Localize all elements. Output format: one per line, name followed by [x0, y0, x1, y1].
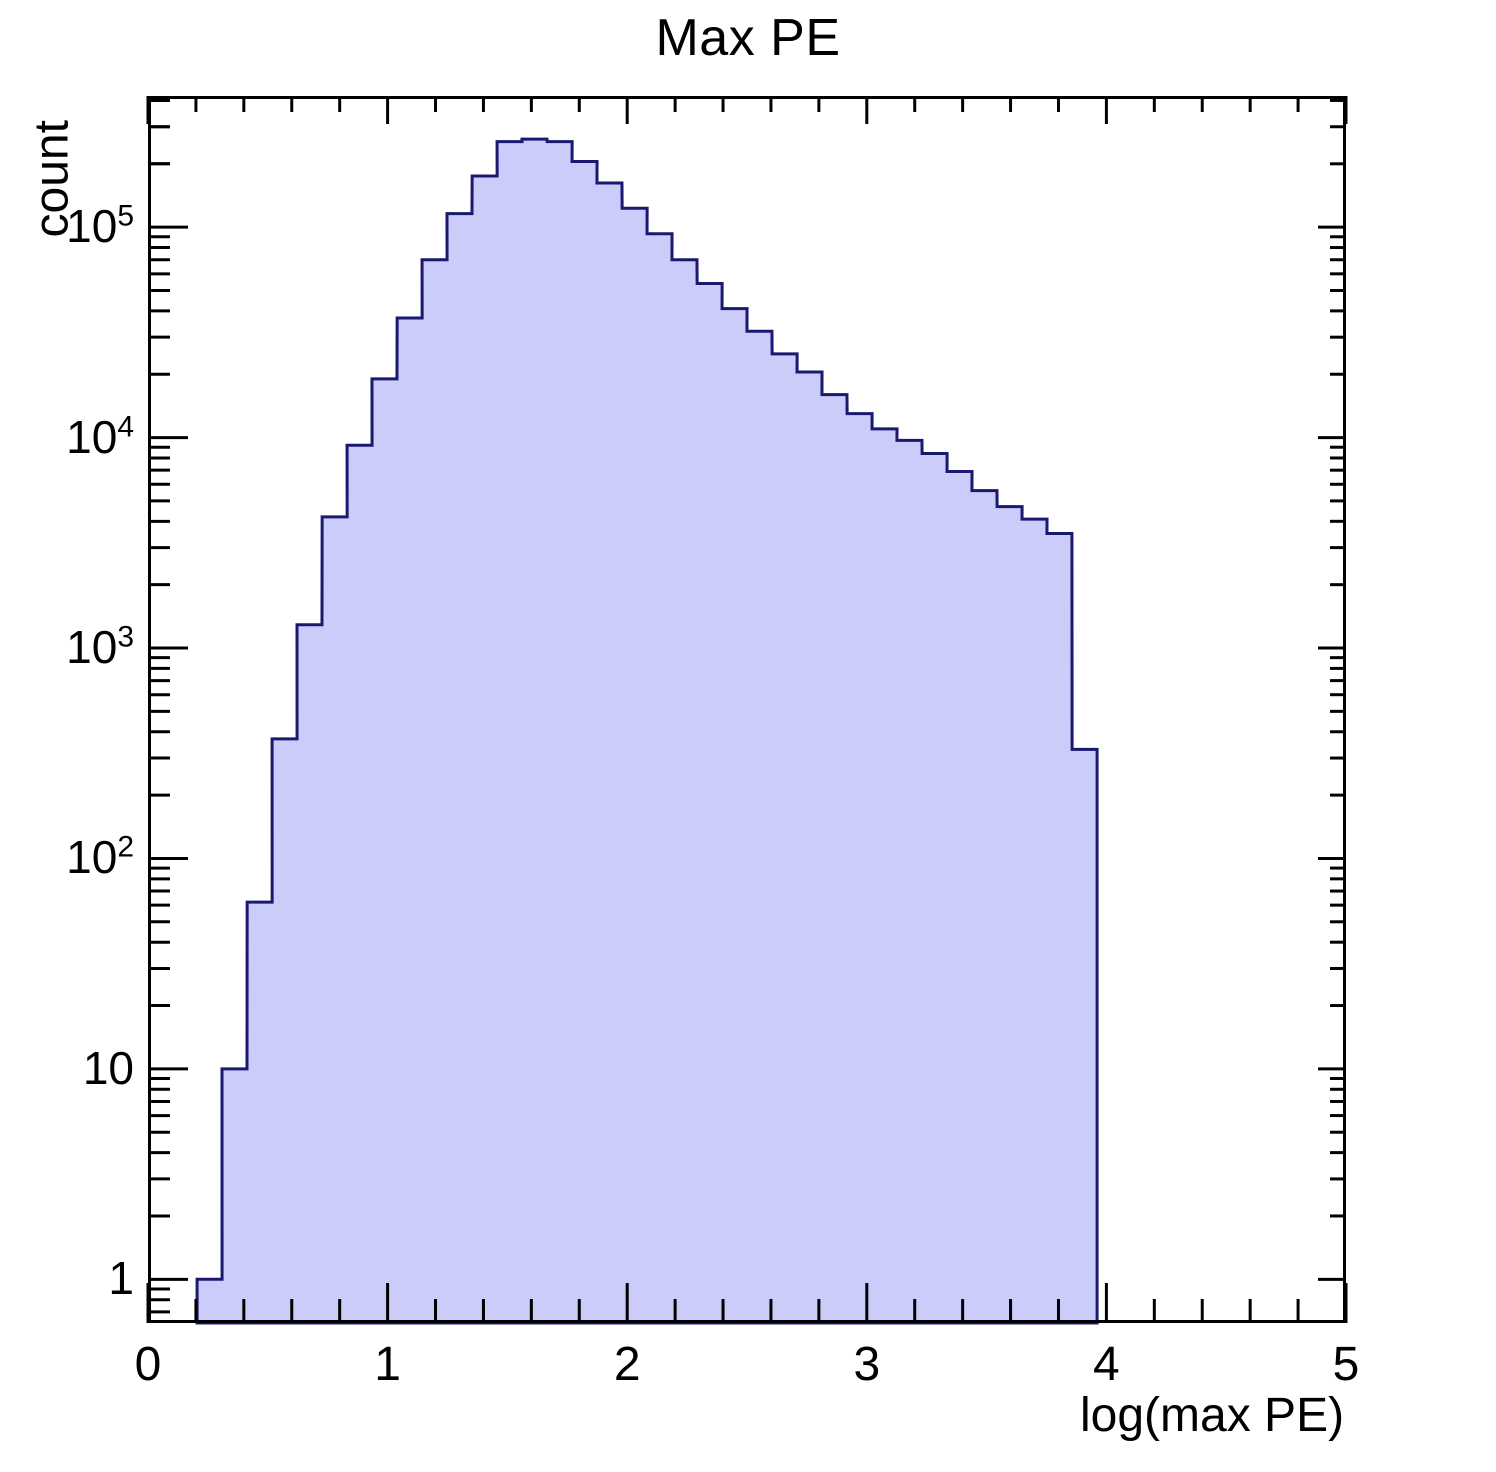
x-tick-label: 2 — [613, 1338, 641, 1391]
y-tick-mantissa: 10 — [66, 831, 118, 884]
x-tick-label: 5 — [1332, 1338, 1360, 1391]
x-axis-label: log(max PE) — [1080, 1389, 1345, 1442]
histogram-series — [195, 137, 1099, 1325]
y-tick-exponent: 2 — [117, 831, 134, 865]
y-tick-exponent: 4 — [117, 410, 134, 444]
y-tick-label: 102 — [66, 831, 134, 884]
y-tick-mantissa: 10 — [66, 410, 118, 463]
x-tick-label: 4 — [1093, 1338, 1120, 1391]
y-tick-label: 104 — [66, 410, 134, 463]
y-tick-label: 1 — [108, 1255, 134, 1301]
y-tick-label: 103 — [66, 620, 134, 674]
y-tick-mantissa: 10 — [66, 200, 118, 253]
y-tick-label: 10 — [83, 1045, 134, 1091]
y-tick-exponent: 5 — [117, 199, 134, 233]
y-tick-mantissa: 10 — [66, 621, 118, 674]
histogram-outline — [195, 137, 1099, 1325]
x-tick-label: 3 — [853, 1338, 881, 1391]
x-tick-label: 0 — [134, 1338, 162, 1391]
y-tick-label: 105 — [66, 199, 134, 253]
y-tick-mantissa: 1 — [108, 1252, 134, 1305]
plot-area — [148, 96, 1346, 1325]
x-tick-label: 1 — [374, 1338, 401, 1391]
chart-title: Max PE — [655, 9, 841, 67]
y-tick-exponent: 3 — [117, 620, 134, 654]
y-tick-mantissa: 10 — [82, 1041, 134, 1094]
